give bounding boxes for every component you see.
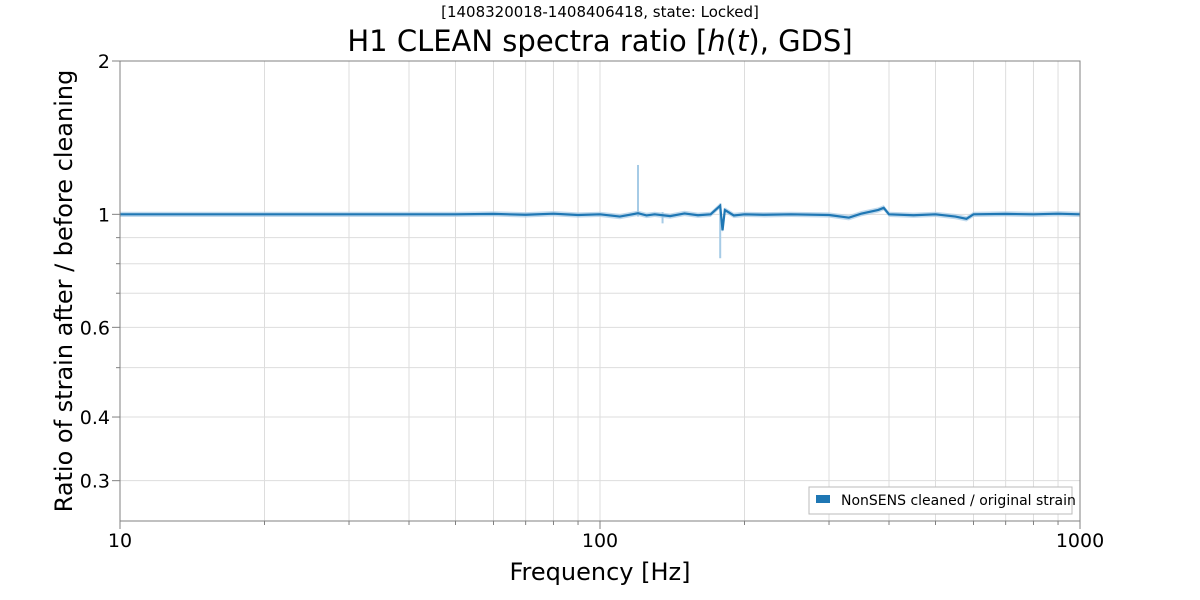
chart-subtitle: [1408320018-1408406418, state: Locked] [441,3,759,21]
grid-lines [120,61,1080,521]
y-tick-label: 2 [98,51,110,73]
x-tick-label: 10 [108,530,132,552]
y-tick-label: 0.3 [80,471,110,493]
chart-title-h: h [707,24,725,58]
x-axis-label: Frequency [Hz] [510,558,691,586]
y-tick-label: 1 [98,204,110,226]
series-lines [120,203,1081,231]
chart-title-main: H1 CLEAN spectra ratio [ [347,24,707,58]
y-tick-label: 0.4 [80,407,110,429]
legend-box [808,486,1073,515]
legend-label: NonSENS cleaned / original strain [841,493,1076,509]
y-axis-label: Ratio of strain after / before cleaning [50,70,78,513]
legend: NonSENS cleaned / original strain [808,486,1076,515]
x-tick-label: 100 [582,530,618,552]
chart-title-rest: ), GDS] [748,24,852,58]
series-line [120,203,1081,231]
chart-title: H1 CLEAN spectra ratio [h(t), GDS] [347,24,852,58]
legend-swatch [816,495,830,503]
chart-title-paren: ( [726,24,737,58]
axis-ticks: 10 100 1000 0.3 0.4 0.6 1 2 [80,51,1104,552]
x-tick-label: 1000 [1056,530,1104,552]
y-tick-label: 0.6 [80,317,110,339]
chart-title-t: t [737,24,750,58]
